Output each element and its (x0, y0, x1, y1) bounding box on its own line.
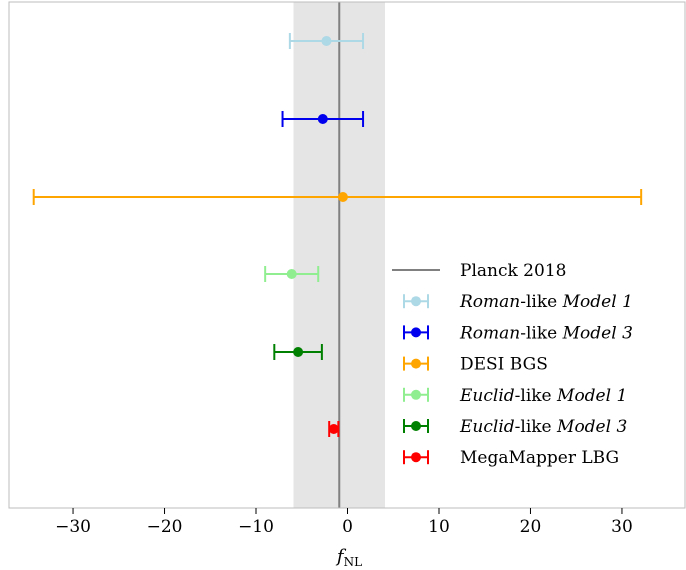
legend-entry-2: Roman-like Model 3 (403, 323, 633, 343)
legend-label: Planck 2018 (460, 261, 566, 281)
errorbar-point (328, 424, 339, 434)
legend-point (411, 452, 421, 463)
x-tick-label: −30 (55, 517, 91, 537)
legend-label: Euclid-like Model 3 (459, 417, 627, 437)
errorbar-point (321, 36, 332, 46)
legend-label: Roman-like Model 3 (459, 323, 633, 343)
errorbar-series-3 (32, 189, 643, 205)
x-tick-label: 0 (342, 517, 353, 537)
errorbar-point (337, 192, 348, 202)
x-tick-label: 10 (428, 517, 450, 537)
legend-label: DESI BGS (460, 355, 548, 375)
legend-entry-6: MegaMapper LBG (403, 448, 619, 468)
errorbar-series-6 (328, 421, 340, 437)
legend-label: Euclid-like Model 1 (459, 386, 627, 406)
legend-entry-0: Planck 2018 (392, 261, 566, 281)
x-tick-label: 30 (611, 517, 633, 537)
x-tick-label: 20 (520, 517, 542, 537)
legend-point (411, 358, 421, 369)
legend-label: MegaMapper LBG (460, 448, 619, 468)
legend-entry-4: Euclid-like Model 1 (403, 386, 627, 406)
legend-entry-1: Roman-like Model 1 (403, 292, 633, 312)
errorbar-series-2 (281, 111, 365, 127)
legend-point (411, 327, 421, 338)
x-tick-label: −10 (238, 517, 274, 537)
errorbar-point (293, 347, 304, 357)
legend-point (411, 296, 421, 307)
legend-label: Roman-like Model 1 (459, 292, 633, 312)
errorbar-series-1 (288, 33, 365, 49)
legend-point (411, 421, 421, 431)
errorbar-point (317, 114, 328, 124)
errorbar-series-4 (264, 266, 320, 282)
legend-point (411, 389, 421, 400)
legend-entry-5: Euclid-like Model 3 (403, 417, 627, 437)
errorbar-series-5 (273, 344, 323, 360)
x-axis-label: fNL (335, 546, 362, 569)
legend-entry-3: DESI BGS (403, 355, 548, 375)
x-tick-label: −20 (147, 517, 183, 537)
errorbar-point (286, 269, 297, 279)
